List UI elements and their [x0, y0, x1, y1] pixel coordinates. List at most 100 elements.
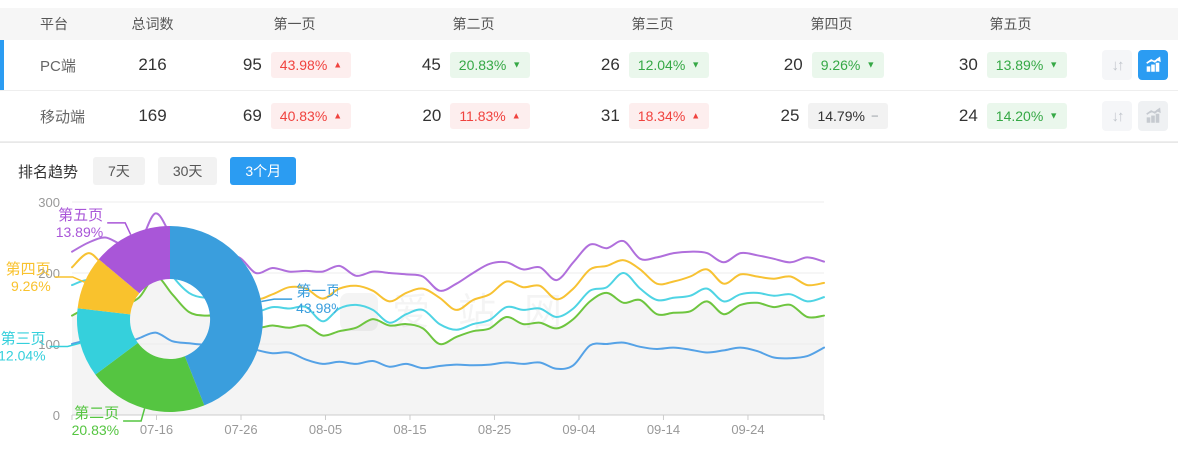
- down-arrow-icon: ▼: [691, 59, 701, 69]
- page-cell: 25 14.79% −: [742, 103, 921, 129]
- page-cell: 30 13.89% ▼: [921, 52, 1100, 78]
- trend-chart-icon: [1144, 107, 1162, 125]
- down-arrow-icon: ▼: [512, 59, 522, 69]
- change-badge: 43.98% ▲: [270, 52, 352, 78]
- x-axis-tick-label: 07-16: [140, 422, 173, 437]
- trend-tabbar: 排名趋势 7天 30天 3个月: [18, 157, 1178, 185]
- sort-arrows-button[interactable]: ↓↑: [1102, 50, 1132, 80]
- total-words-value: 169: [138, 106, 167, 125]
- x-axis-tick-label: 08-25: [478, 422, 511, 437]
- donut-slice-第三页[interactable]: [76, 308, 138, 375]
- down-arrow-icon: ▼: [866, 59, 876, 69]
- change-badge: 13.89% ▼: [986, 52, 1068, 78]
- column-header: 第二页: [452, 16, 495, 32]
- column-header: 第四页: [810, 16, 853, 32]
- slice-label-name: 第二页: [74, 404, 119, 422]
- page-cell: 69 40.83% ▲: [205, 103, 384, 129]
- page-count: 24: [958, 106, 978, 125]
- page-count: 30: [958, 55, 978, 74]
- area-fill: [72, 276, 824, 415]
- trend-line-第三页: [71, 249, 825, 331]
- slice-label-name: 第一页: [296, 282, 338, 300]
- sort-arrows-button[interactable]: ↓↑: [1102, 101, 1132, 131]
- down-arrow-icon: ▼: [1049, 110, 1059, 120]
- page-count: 20: [422, 106, 442, 125]
- trend-tabs: 7天 30天 3个月: [93, 157, 297, 185]
- label-leader-line: [49, 342, 81, 348]
- up-arrow-icon: ▲: [333, 59, 343, 69]
- platform-label: 移动端: [40, 108, 86, 126]
- tab-7天[interactable]: 7天: [93, 157, 145, 185]
- page-count: 25: [780, 106, 800, 125]
- change-badge: 14.20% ▼: [986, 103, 1068, 129]
- slice-label-percent: 12.04%: [0, 347, 46, 363]
- sort-arrows-icon: ↓↑: [1111, 107, 1125, 125]
- page-cell: 95 43.98% ▲: [205, 52, 384, 78]
- slice-label-percent: 13.89%: [56, 224, 103, 240]
- x-axis-tick-label: 09-14: [647, 422, 680, 437]
- label-leader-line: [123, 408, 146, 422]
- up-arrow-icon: ▲: [691, 110, 701, 120]
- label-leader-line: [107, 222, 132, 236]
- page-count: 20: [783, 55, 803, 74]
- page-cell: 20 11.83% ▲: [384, 103, 563, 129]
- change-badge: 14.79% −: [808, 103, 888, 129]
- x-axis-tick-label: 09-24: [731, 422, 764, 437]
- column-header: 第三页: [631, 16, 674, 32]
- change-badge: 12.04% ▼: [628, 52, 710, 78]
- trend-line-第一页: [71, 331, 825, 371]
- trend-chart-button[interactable]: [1138, 50, 1168, 80]
- top-spacer: [0, 0, 1178, 8]
- up-arrow-icon: ▲: [511, 110, 521, 120]
- slice-label-percent: 9.26%: [11, 278, 51, 294]
- trend-chart-button[interactable]: [1138, 101, 1168, 131]
- page-cell: 24 14.20% ▼: [921, 103, 1100, 129]
- page-cell: 20 9.26% ▼: [742, 52, 921, 78]
- donut-slice-第五页[interactable]: [98, 226, 170, 294]
- page-cell: 26 12.04% ▼: [563, 52, 742, 78]
- change-badge: 20.83% ▼: [449, 52, 531, 78]
- y-axis-tick-label: 100: [38, 337, 60, 352]
- platform-label: PC端: [40, 57, 76, 75]
- x-axis-tick-label: 08-05: [309, 422, 342, 437]
- sort-arrows-icon: ↓↑: [1111, 56, 1125, 74]
- label-leader-line: [54, 276, 85, 283]
- page-cell: 31 18.34% ▲: [563, 103, 742, 129]
- trend-title: 排名趋势: [18, 163, 79, 181]
- page-count: 69: [242, 106, 262, 125]
- tab-30天[interactable]: 30天: [157, 157, 218, 185]
- page-count: 26: [600, 55, 620, 74]
- page-count: 31: [600, 106, 620, 125]
- table-row[interactable]: 移动端 169 69 40.83% ▲ 20 11.83% ▲ 31 18.34% ▲…: [0, 91, 1178, 142]
- total-words-value: 216: [138, 55, 167, 74]
- trend-chart-icon: [1144, 56, 1162, 74]
- y-axis-tick-label: 200: [38, 266, 60, 281]
- section-divider: [0, 142, 1178, 143]
- slice-label-percent: 43.98%: [296, 300, 338, 316]
- x-axis-tick-label: 08-15: [393, 422, 426, 437]
- x-axis-tick-label: 09-04: [562, 422, 595, 437]
- slice-label-name: 第五页: [58, 206, 103, 224]
- donut-slice-第一页[interactable]: [170, 226, 263, 406]
- donut-slice-第四页[interactable]: [77, 259, 140, 315]
- page-cell: 45 20.83% ▼: [384, 52, 563, 78]
- table-row[interactable]: PC端 216 95 43.98% ▲ 45 20.83% ▼ 26 12.04% ▼…: [0, 40, 1178, 91]
- up-arrow-icon: ▲: [333, 110, 343, 120]
- y-axis-tick-label: 300: [38, 195, 60, 210]
- column-header: 平台: [40, 16, 68, 32]
- slice-label-name: 第四页: [6, 260, 51, 278]
- change-badge: 11.83% ▲: [450, 103, 530, 129]
- x-axis-tick-label: 07-26: [224, 422, 257, 437]
- donut-slice-第二页[interactable]: [95, 342, 205, 412]
- column-header: 总词数: [131, 16, 174, 32]
- slice-label-name: 第三页: [1, 329, 46, 347]
- page-count: 95: [242, 55, 262, 74]
- row-actions: ↓↑: [1100, 50, 1178, 80]
- slice-label-percent: 20.83%: [72, 422, 119, 438]
- tab-3个月[interactable]: 3个月: [230, 157, 297, 185]
- y-axis-tick-label: 0: [53, 408, 60, 423]
- trend-line-第二页: [71, 275, 825, 346]
- down-arrow-icon: ▼: [1049, 59, 1059, 69]
